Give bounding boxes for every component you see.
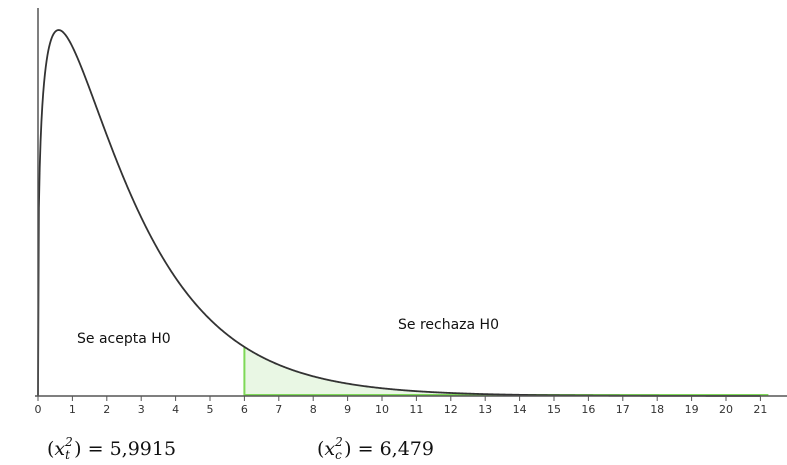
- x-tick-label: 18: [650, 403, 664, 416]
- calculated-sup: 2: [335, 435, 343, 449]
- x-tick-label: 0: [35, 403, 42, 416]
- x-tick-label: 21: [753, 403, 767, 416]
- x-tick-label: 9: [344, 403, 351, 416]
- tabulated-sub: t: [65, 448, 70, 462]
- x-tick-label: 4: [172, 403, 179, 416]
- calculated-chi-square-formula: (x 2 c) = 6,479: [317, 435, 434, 462]
- tabulated-value: 5,9915: [109, 438, 177, 460]
- x-tick-label: 20: [719, 403, 733, 416]
- x-tick-label: 16: [581, 403, 595, 416]
- tabulated-chi-square-formula: (x 2 t) = 5,9915: [47, 435, 177, 462]
- x-tick-label: 10: [375, 403, 389, 416]
- accept-region-label: Se acepta H0: [77, 331, 171, 347]
- tabulated-equals: ) =: [74, 438, 110, 460]
- calculated-sub: c: [335, 448, 342, 462]
- x-tick-label: 6: [241, 403, 248, 416]
- x-tick-label: 13: [478, 403, 492, 416]
- x-tick-label: 19: [685, 403, 699, 416]
- calculated-equals: ) =: [344, 438, 380, 460]
- tabulated-var: x: [54, 438, 66, 460]
- x-tick-label: 17: [616, 403, 630, 416]
- calculated-value: 6,479: [379, 438, 434, 460]
- x-tick-label: 8: [310, 403, 317, 416]
- calculated-var: x: [324, 438, 336, 460]
- x-tick-label: 11: [409, 403, 423, 416]
- reject-region-label: Se rechaza H0: [398, 317, 499, 333]
- x-tick-label: 7: [275, 403, 282, 416]
- x-tick-label: 14: [513, 403, 527, 416]
- reject-region-group: [243, 346, 769, 396]
- reject-region-fill: [244, 346, 761, 396]
- chi-square-chart: 0 1 2 3 4 5 6 7 8 9 10 11 12 13 14 15 16 17 18 19 20 21 Se ac…: [35, 8, 787, 416]
- x-tick-label: 12: [444, 403, 458, 416]
- tabulated-sup: 2: [65, 435, 73, 449]
- axis-group: 0 1 2 3 4 5 6 7 8 9 10 11 12 13 14 15 16 17 18 19 20 21: [35, 8, 787, 416]
- x-tick-label: 1: [69, 403, 76, 416]
- x-tick-label: 15: [547, 403, 561, 416]
- x-tick-label: 5: [207, 403, 214, 416]
- x-tick-label: 3: [138, 403, 145, 416]
- x-tick-label: 2: [103, 403, 110, 416]
